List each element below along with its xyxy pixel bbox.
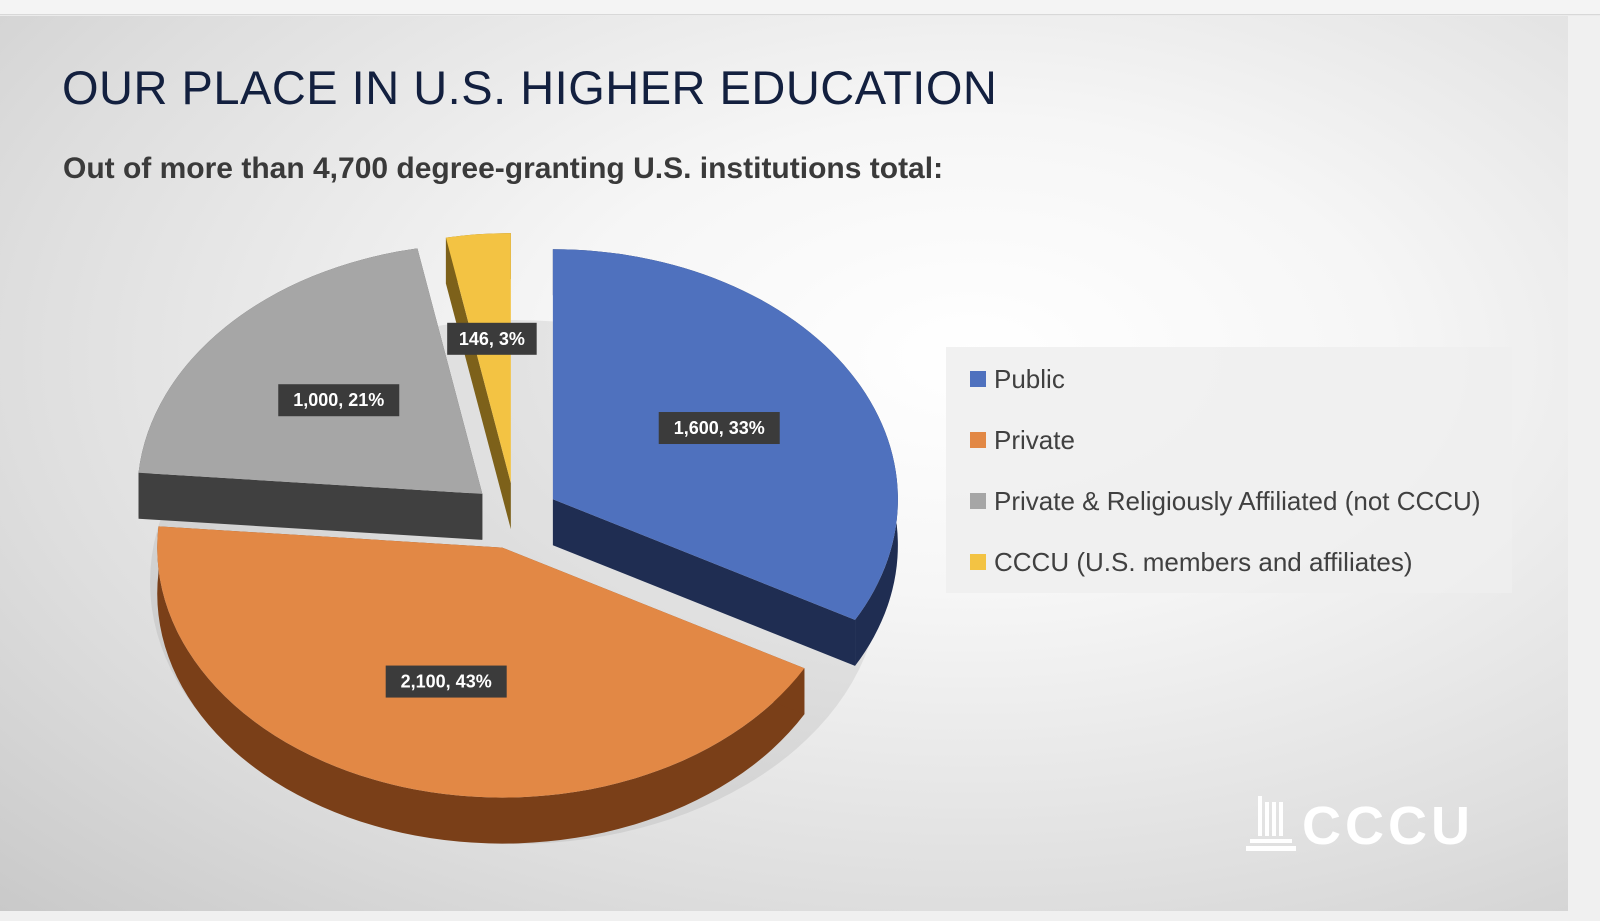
pie-slice-wall — [552, 499, 856, 666]
slide-title: OUR PLACE IN U.S. HIGHER EDUCATION — [62, 61, 998, 114]
legend-item-cccu: CCCU (U.S. members and affiliates) — [970, 547, 1413, 577]
legend-item-private-religious: Private & Religiously Affiliated (not CC… — [970, 486, 1480, 516]
legend-swatch — [970, 493, 986, 509]
legend-item-private: Private — [970, 425, 1075, 455]
pie-data-label: 1,000, 21% — [278, 384, 400, 417]
legend-label: Private — [994, 424, 1075, 455]
svg-text:2,100, 43%: 2,100, 43% — [401, 672, 492, 692]
legend-swatch — [970, 432, 986, 448]
pie-data-label: 146, 3% — [447, 322, 537, 355]
pie-data-label: 2,100, 43% — [385, 665, 507, 698]
window-scrollbar[interactable] — [1568, 16, 1600, 921]
legend-label: CCCU (U.S. members and affiliates) — [994, 546, 1413, 577]
pie-slice-private — [157, 526, 805, 798]
pie-slice-private-religiously-affiliated-not-cccu — [138, 248, 483, 494]
legend-swatch — [970, 554, 986, 570]
legend-label: Private & Religiously Affiliated (not CC… — [994, 485, 1481, 516]
pie-data-label: 1,600, 33% — [658, 412, 780, 445]
pie-slice-cccu-u-s-members-and-affiliates — [445, 233, 511, 484]
legend-label: Public — [994, 363, 1065, 394]
window-top-bar — [0, 0, 1600, 15]
legend-item-public: Public — [970, 364, 1065, 394]
logo-text: CCCU — [1302, 796, 1474, 856]
pie-slice-wall — [445, 237, 511, 530]
window-bottom-bar — [0, 911, 1568, 921]
cccu-logo: CCCU — [1246, 792, 1486, 856]
presentation-slide: OUR PLACE IN U.S. HIGHER EDUCATION Out o… — [0, 16, 1568, 911]
slide-subtitle: Out of more than 4,700 degree-granting U… — [63, 152, 944, 185]
pie-chart: 1,600, 33% 2,100, 43% 1,000, 21% 146, 3% — [138, 233, 898, 844]
svg-text:146, 3%: 146, 3% — [459, 329, 525, 349]
columns-logo-icon — [1246, 796, 1296, 851]
pie-slice-wall — [138, 472, 483, 540]
legend-swatch — [970, 371, 986, 387]
svg-text:1,000, 21%: 1,000, 21% — [293, 390, 384, 410]
svg-text:1,600, 33%: 1,600, 33% — [674, 418, 765, 438]
chart-legend: Public Private Private & Religiously Aff… — [946, 347, 1512, 593]
pie-slice-side — [157, 526, 805, 844]
